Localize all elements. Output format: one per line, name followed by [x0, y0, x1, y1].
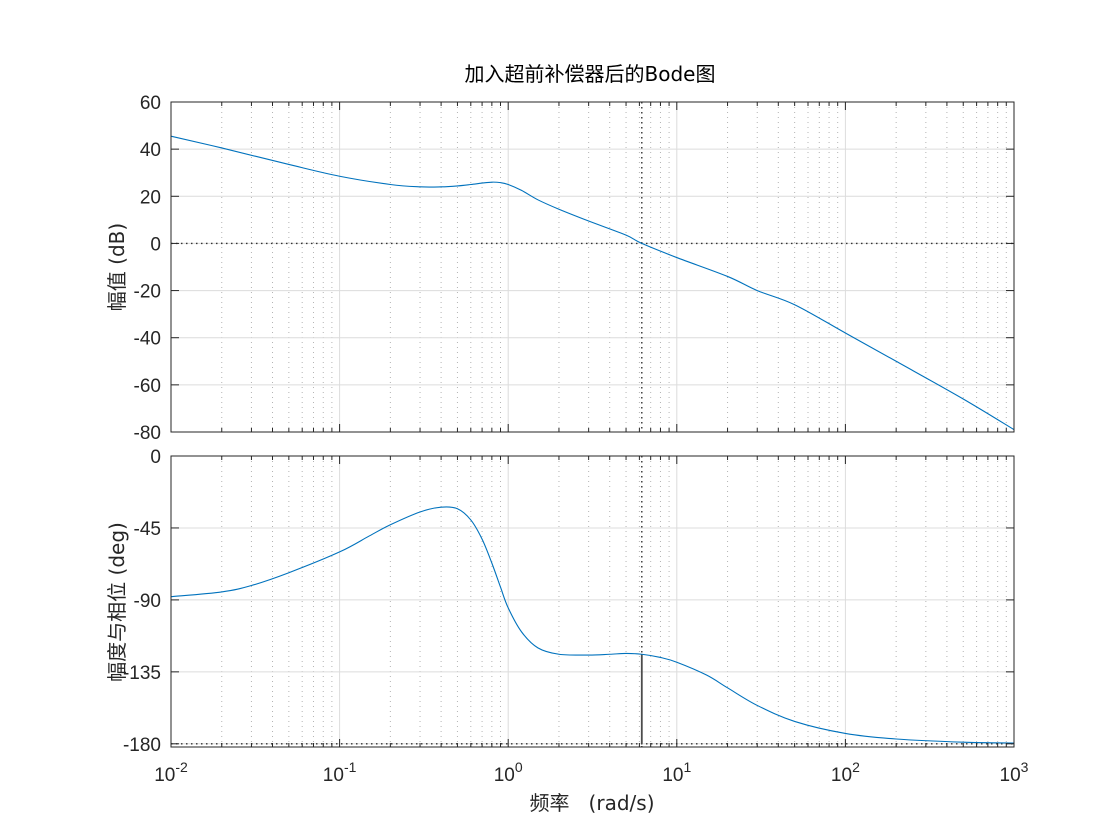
- phase-panel: 0 -45 -90 -135 -180 10-2 10-1 100 101 102 103 幅度与…: [105, 447, 1029, 815]
- phase-x-tick-labels: 10-2 10-1 100 101 102 103: [154, 759, 1028, 786]
- phase-plot-area: [171, 456, 1014, 747]
- x-axis-label: 频率 (rad/s): [529, 791, 654, 815]
- phase-y-tick-label: 0: [150, 447, 161, 468]
- phase-y-tick-labels: 0 -45 -90 -135 -180: [123, 447, 161, 756]
- phase-series: [170, 506, 1015, 744]
- magnitude-y-tick-labels: 60 40 20 0 -20 -40 -60 -80: [134, 93, 161, 444]
- phase-y-tick-label: -180: [123, 735, 161, 756]
- x-tick-label: 103: [1000, 759, 1029, 786]
- magnitude-y-tick-label: -80: [134, 423, 161, 444]
- magnitude-y-tick-label: -60: [134, 376, 161, 397]
- x-tick-label: 102: [831, 759, 860, 786]
- magnitude-y-tick-label: 40: [140, 140, 161, 161]
- chart-title: 加入超前补偿器后的Bode图: [465, 62, 716, 86]
- magnitude-y-tick-label: 20: [140, 187, 161, 208]
- phase-y-axis-label: 幅度与相位 (deg): [105, 522, 129, 682]
- x-tick-label: 10-2: [154, 759, 188, 786]
- magnitude-y-tick-label: 0: [150, 234, 161, 255]
- magnitude-grid: [171, 102, 1014, 432]
- magnitude-y-tick-label: 60: [140, 93, 161, 114]
- phase-response-curve: [170, 506, 1015, 744]
- magnitude-axes-frame: [170, 101, 1015, 433]
- magnitude-panel: 60 40 20 0 -20 -40 -60 -80 幅值 (dB): [105, 93, 1015, 444]
- magnitude-reference-lines: [171, 102, 1014, 432]
- magnitude-response-curve: [170, 135, 1015, 431]
- phase-y-tick-label: -90: [134, 591, 161, 612]
- phase-y-tick-label: -135: [123, 663, 161, 684]
- magnitude-tick-marks: [170, 101, 1015, 433]
- phase-reference-lines: [171, 456, 1014, 747]
- magnitude-plot-area: [171, 102, 1014, 432]
- magnitude-series: [170, 135, 1015, 431]
- phase-tick-marks: [170, 455, 1015, 747]
- magnitude-y-tick-label: -40: [134, 329, 161, 350]
- x-tick-label: 101: [662, 759, 691, 786]
- x-tick-label: 10-1: [323, 759, 357, 786]
- phase-grid: [171, 456, 1014, 747]
- phase-y-tick-label: -45: [134, 519, 161, 540]
- magnitude-y-tick-label: -20: [134, 282, 161, 303]
- x-tick-label: 100: [494, 759, 523, 786]
- magnitude-y-axis-label: 幅值 (dB): [105, 223, 129, 311]
- phase-axes-frame: [170, 455, 1015, 748]
